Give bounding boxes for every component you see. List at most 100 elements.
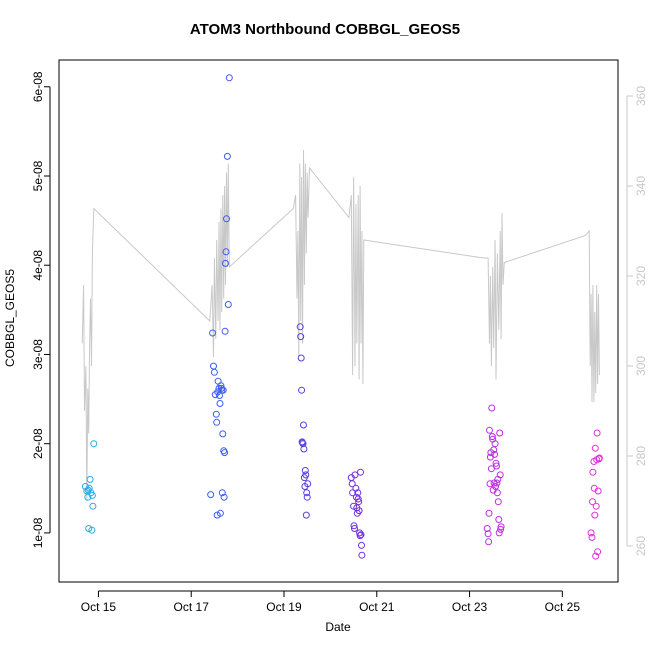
data-point [492, 483, 499, 490]
data-point [493, 479, 501, 487]
data-point [351, 525, 358, 532]
data-point [592, 552, 600, 560]
data-point [214, 388, 222, 396]
data-point [357, 531, 365, 539]
y2-tick-label: 280 [634, 446, 648, 466]
data-point [595, 454, 603, 462]
data-point [485, 509, 493, 517]
data-point [221, 327, 229, 335]
data-point [493, 462, 500, 470]
data-point [356, 532, 364, 540]
data-point [592, 502, 600, 510]
y2-tick-label: 340 [634, 176, 648, 196]
data-point [494, 475, 502, 483]
data-point [355, 507, 363, 515]
data-point [223, 152, 231, 160]
data-point [216, 509, 224, 517]
data-point [303, 489, 311, 497]
data-point [483, 525, 491, 532]
data-point [301, 467, 309, 474]
chart-title: ATOM3 Northbound COBBGL_GEOS5 [190, 21, 460, 38]
x-tick-label: Oct 17 [174, 600, 210, 614]
data-point [354, 489, 362, 497]
data-point [210, 368, 218, 376]
y2-tick-label: 320 [634, 266, 648, 286]
data-point [494, 498, 502, 506]
data-point [355, 498, 363, 506]
data-point [495, 516, 503, 523]
data-point [210, 362, 217, 370]
data-point [222, 248, 230, 256]
data-point [497, 523, 505, 531]
series-line [81, 149, 600, 502]
data-point [86, 475, 94, 483]
data-point [349, 489, 357, 497]
data-point [352, 484, 360, 492]
data-point [594, 487, 602, 495]
data-point [490, 479, 498, 487]
data-point [588, 533, 596, 541]
y-tick-label: 6e-08 [31, 71, 45, 102]
data-point [594, 548, 602, 556]
y2-tick-label: 360 [634, 86, 648, 106]
data-point [298, 438, 306, 446]
y-axis-label: COBBGL_GEOS5 [3, 269, 17, 367]
data-point [488, 404, 496, 412]
data-point [88, 526, 96, 534]
data-point [300, 445, 308, 453]
data-point [88, 491, 96, 499]
data-point [591, 511, 599, 519]
data-point [90, 440, 98, 448]
data-point [297, 333, 305, 341]
data-point [492, 459, 500, 467]
data-point [302, 471, 310, 479]
data-point [348, 480, 356, 488]
data-point [351, 471, 359, 479]
data-point [297, 354, 305, 362]
y2-tick-label: 260 [634, 536, 648, 556]
data-point [223, 215, 230, 223]
data-point [486, 480, 494, 488]
data-point [302, 511, 310, 519]
data-point [218, 489, 226, 497]
data-point [214, 377, 222, 385]
data-point [217, 382, 225, 390]
x-tick-label: Oct 25 [545, 600, 581, 614]
x-tick-label: Oct 15 [81, 600, 117, 614]
data-point [303, 493, 311, 501]
data-point [593, 429, 601, 437]
data-point [591, 444, 599, 452]
data-point [357, 468, 364, 476]
data-point [587, 529, 595, 537]
data-point [491, 440, 499, 448]
x-tick-label: Oct 23 [452, 600, 488, 614]
data-point [497, 525, 505, 533]
data-point [485, 538, 493, 546]
data-point [296, 323, 304, 331]
data-point [209, 329, 217, 337]
y2-tick-label: 300 [634, 356, 648, 376]
plot-area: 1e-08 2e-08 3e-08 4e-08 5e-08 6e-08 Oct 15 Oct … [31, 59, 648, 614]
data-point [495, 529, 503, 537]
data-point [496, 429, 504, 437]
data-point [298, 386, 306, 394]
data-point [212, 410, 220, 418]
data-point [213, 418, 221, 426]
data-point [219, 430, 227, 438]
data-point [488, 433, 496, 441]
x-tick-label: Oct 19 [266, 600, 302, 614]
data-point [89, 502, 97, 510]
data-point [222, 259, 229, 267]
data-point [356, 529, 364, 537]
x-tick-label: Oct 21 [359, 600, 395, 614]
x-axis-label: Date [325, 620, 351, 634]
plot-frame [58, 59, 619, 583]
data-point [358, 541, 365, 549]
data-point [216, 400, 224, 407]
data-point [220, 493, 228, 501]
data-point [486, 426, 493, 434]
y-tick-label: 1e-08 [31, 517, 45, 548]
y-tick-label: 3e-08 [31, 339, 45, 370]
data-point [221, 449, 229, 457]
